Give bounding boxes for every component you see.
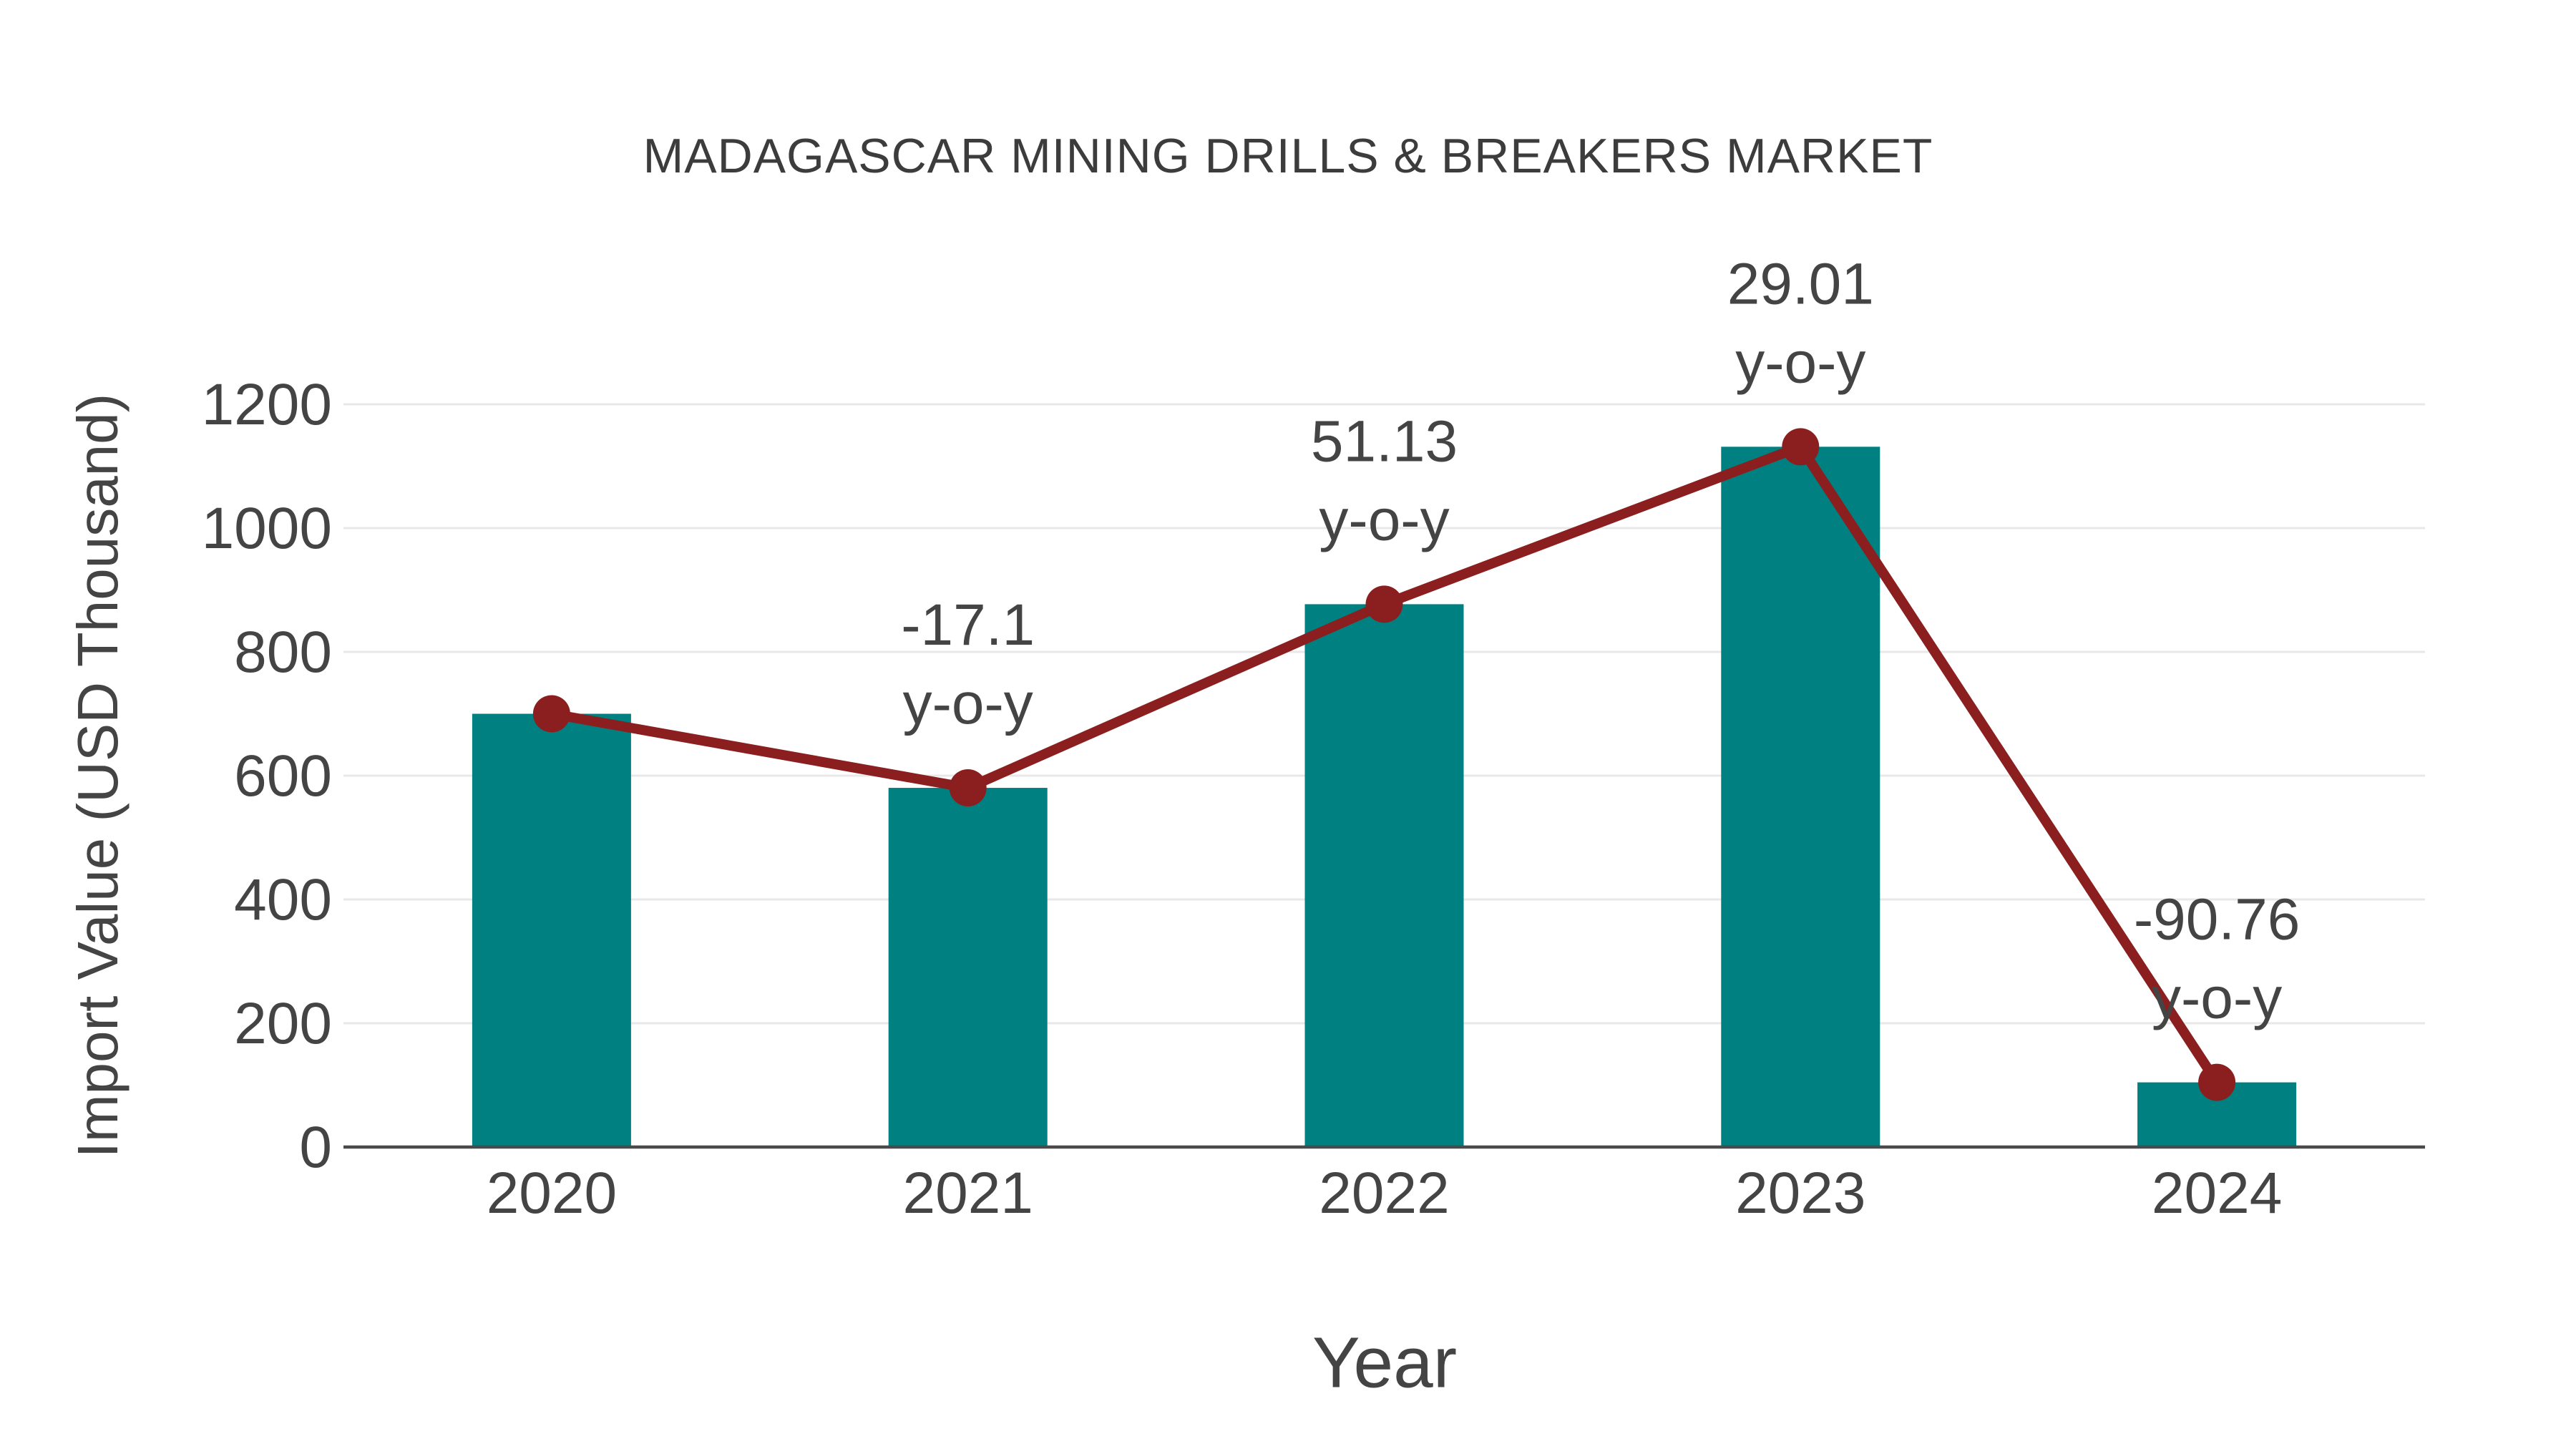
marker-2022 xyxy=(1365,585,1403,623)
bar-2020 xyxy=(472,713,631,1147)
annotation-value-2021: -17.1 xyxy=(901,592,1035,658)
y-tick-600: 600 xyxy=(234,743,332,809)
x-tick-2023: 2023 xyxy=(1735,1161,1865,1226)
bar-2022 xyxy=(1304,604,1464,1147)
y-tick-800: 800 xyxy=(234,620,332,685)
marker-2023 xyxy=(1782,428,1820,466)
annotation-value-2022: 51.13 xyxy=(1311,409,1458,474)
x-tick-2021: 2021 xyxy=(902,1161,1033,1226)
bar-2023 xyxy=(1721,447,1880,1147)
marker-2020 xyxy=(532,695,570,733)
marker-2021 xyxy=(949,769,987,807)
y-tick-400: 400 xyxy=(234,867,332,932)
marker-2024 xyxy=(2198,1063,2236,1101)
x-axis-title: Year xyxy=(1312,1322,1458,1403)
x-tick-2020: 2020 xyxy=(487,1161,617,1226)
annotation-suffix-2023: y-o-y xyxy=(1735,330,1865,395)
annotation-value-2023: 29.01 xyxy=(1727,251,1874,316)
annotation-value-2024: -90.76 xyxy=(2134,887,2301,952)
y-tick-200: 200 xyxy=(234,991,332,1056)
bar-2021 xyxy=(888,788,1048,1147)
annotation-suffix-2021: y-o-y xyxy=(903,671,1033,736)
y-tick-1000: 1000 xyxy=(202,496,332,561)
x-tick-2022: 2022 xyxy=(1319,1161,1449,1226)
y-tick-1200: 1200 xyxy=(202,372,332,437)
x-tick-2024: 2024 xyxy=(2152,1161,2282,1226)
annotation-suffix-2022: y-o-y xyxy=(1319,487,1449,552)
chart-title: MADAGASCAR MINING DRILLS & BREAKERS MARK… xyxy=(643,129,1933,183)
annotation-suffix-2024: y-o-y xyxy=(2152,966,2282,1031)
y-tick-0: 0 xyxy=(299,1115,332,1180)
